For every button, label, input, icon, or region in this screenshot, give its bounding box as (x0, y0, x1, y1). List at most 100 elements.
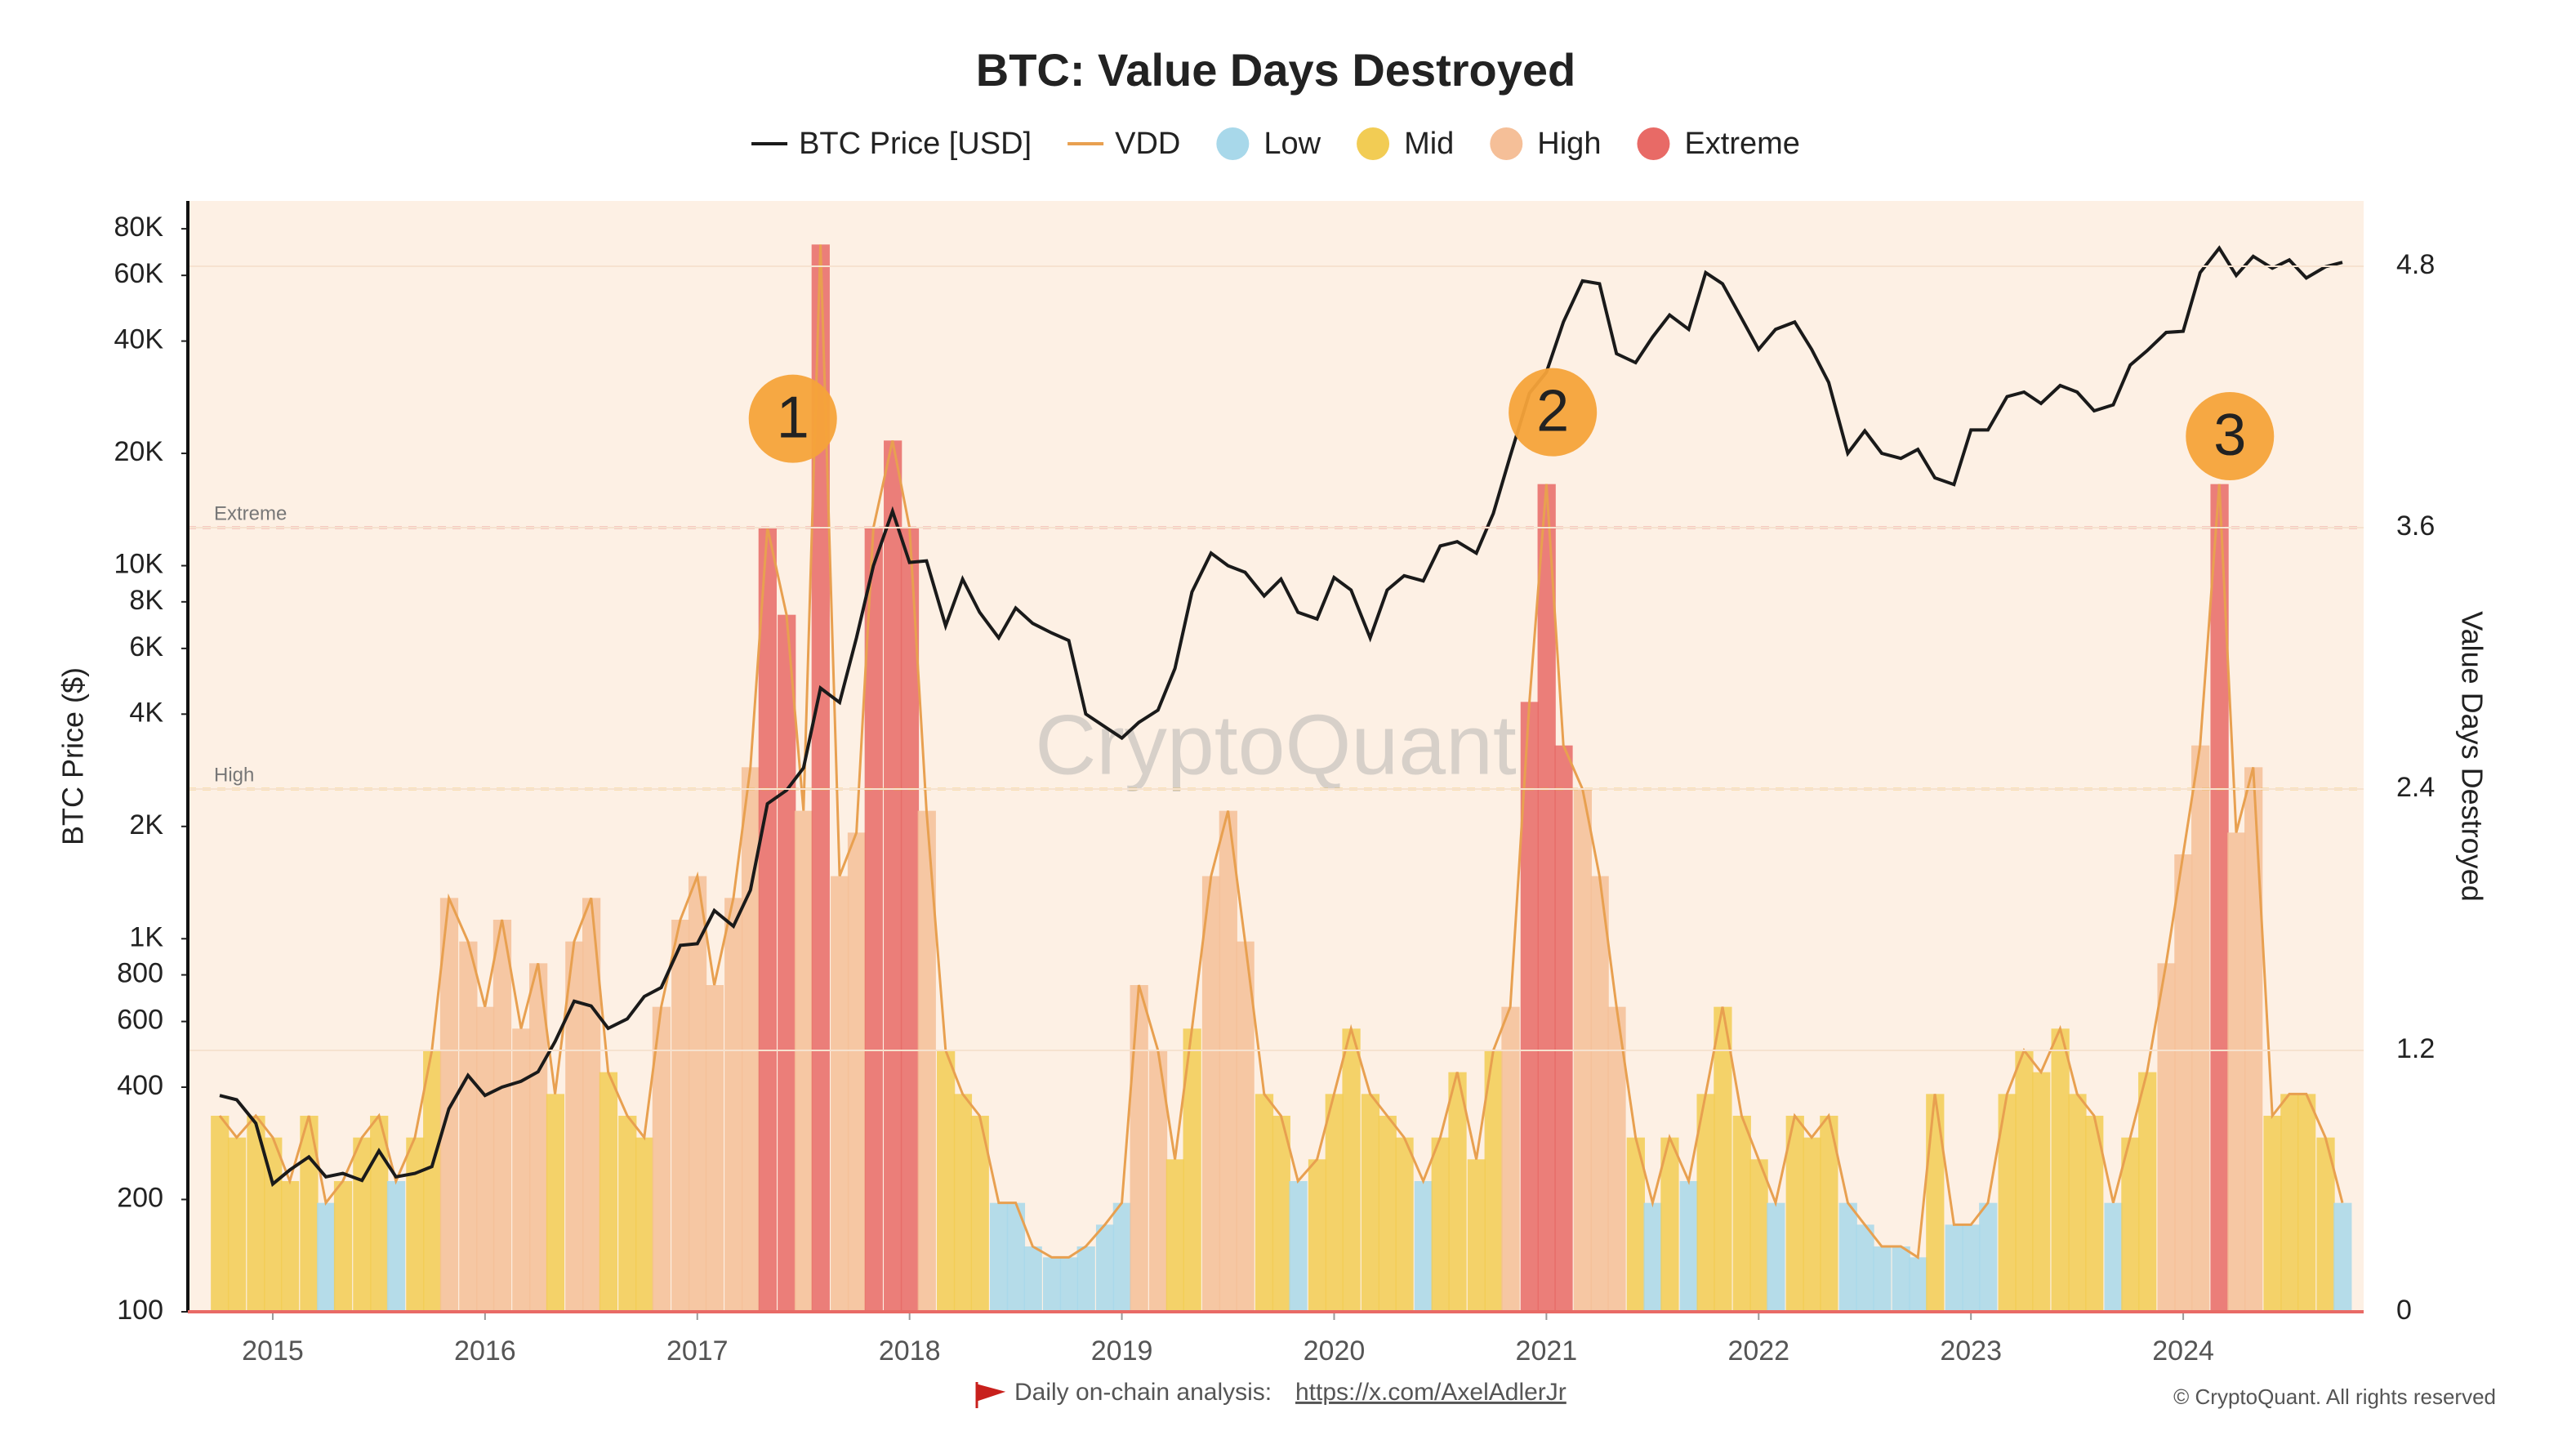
vdd-line (218, 244, 2344, 1260)
legend-label: VDD (1115, 127, 1180, 161)
x-tick-label: 2015 (242, 1335, 304, 1367)
legend: BTC Price [USD] VDD Low Mid High Extreme (751, 127, 1800, 161)
legend-label: High (1537, 127, 1601, 161)
vdd-bar (2333, 1202, 2352, 1312)
vdd-bar (512, 1028, 531, 1312)
vdd-bar (741, 767, 760, 1312)
vdd-bar (476, 1006, 495, 1312)
copyright: © CryptoQuant. All rights reserved (2173, 1384, 2496, 1409)
y-tick-label: 40K (114, 324, 164, 355)
legend-swatch (1637, 127, 1670, 160)
vdd-bar (884, 440, 902, 1313)
vdd-bar (1148, 1050, 1168, 1312)
vdd-bar (2297, 1094, 2316, 1312)
legend-label: Low (1263, 127, 1321, 161)
vdd-bar (1484, 1050, 1503, 1312)
y-tick-label: 1K (129, 921, 163, 952)
y-tick-label: 400 (117, 1070, 163, 1101)
vdd-bar (317, 1202, 336, 1312)
vdd-bar (546, 1094, 565, 1312)
vdd-bar (864, 528, 883, 1312)
y-axis-label: BTC Price ($) (56, 667, 90, 845)
y-tick-label: 20K (114, 436, 164, 467)
vdd-bar (1095, 1224, 1115, 1312)
vdd-bar (1643, 1202, 1662, 1312)
price-line (219, 245, 2343, 1188)
vdd-bar (2085, 1116, 2104, 1312)
vdd-bar (2157, 963, 2176, 1312)
vdd-bar (406, 1137, 425, 1312)
vdd-bar (618, 1116, 637, 1312)
x-tick-label: 2023 (1940, 1335, 2002, 1367)
vdd-bar (1130, 985, 1148, 1312)
y2-tick-label: 0 (2396, 1295, 2412, 1326)
vdd-bar (1201, 876, 1221, 1312)
x-tick-label: 2022 (1727, 1335, 1789, 1367)
vdd-bar (2032, 1072, 2051, 1312)
vdd-bar (1962, 1224, 1981, 1312)
legend-swatch (1357, 127, 1390, 160)
vdd-bar (353, 1137, 372, 1312)
vdd-bar (794, 810, 813, 1312)
vdd-bar (2068, 1094, 2087, 1312)
vdd-bar (1112, 1202, 1131, 1312)
vdd-bar (970, 1116, 989, 1312)
vdd-bar (1537, 484, 1556, 1312)
vdd-bar (635, 1137, 654, 1312)
vdd-bar (459, 941, 478, 1312)
vdd-bar (1785, 1116, 1804, 1312)
vdd-bar (2263, 1116, 2282, 1312)
vdd-bar (2244, 767, 2263, 1312)
vdd-bar (652, 1006, 671, 1312)
vdd-bar (1607, 1006, 1626, 1312)
vdd-bar (1414, 1181, 1433, 1312)
vdd-bar (1820, 1116, 1838, 1312)
y-tick-label: 80K (114, 212, 164, 243)
vdd-bar (2227, 832, 2246, 1312)
vdd-bar (1945, 1224, 1963, 1312)
y-tick-label: 6K (129, 631, 163, 662)
y2-tick-label: 2.4 (2396, 772, 2435, 803)
y-tick-label: 4K (129, 697, 163, 728)
footer-link[interactable]: https://x.com/AxelAdlerJr (1295, 1379, 1567, 1406)
vdd-bar (1467, 1159, 1486, 1312)
vdd-bar (811, 244, 830, 1312)
vdd-bar (2280, 1094, 2299, 1312)
vdd-bar (831, 876, 849, 1312)
vdd-bar (1272, 1116, 1290, 1312)
y-tick-label: 60K (114, 258, 164, 289)
vdd-bar (1289, 1181, 1308, 1312)
y-tick-label: 600 (117, 1005, 163, 1036)
x-tick-label: 2016 (454, 1335, 516, 1367)
vdd-bar (778, 614, 796, 1312)
footer-text: Daily on-chain analysis: (1014, 1379, 1272, 1406)
vdd-bar (1501, 1006, 1520, 1312)
chart-title: BTC: Value Days Destroyed (976, 44, 1575, 96)
vdd-bar (2138, 1072, 2157, 1312)
vdd-bar (1926, 1094, 1945, 1312)
vdd-bar (1998, 1094, 2017, 1312)
threshold-label: High (214, 764, 254, 786)
vdd-bar (1732, 1116, 1751, 1312)
vdd-bar (2104, 1202, 2123, 1312)
vdd-bar (758, 528, 777, 1312)
vdd-bar (1714, 1006, 1732, 1312)
x-tick-label: 2024 (2152, 1335, 2214, 1367)
x-tick-label: 2019 (1091, 1335, 1153, 1367)
y-tick-label: 800 (117, 958, 163, 989)
vdd-bar (333, 1181, 353, 1312)
x-tick-label: 2017 (666, 1335, 729, 1367)
vdd-bar (2210, 484, 2229, 1312)
x-tick-label: 2018 (879, 1335, 941, 1367)
vdd-bar (989, 1202, 1009, 1312)
vdd-bar (1679, 1181, 1698, 1312)
vdd-bar (1395, 1137, 1414, 1312)
vdd-bar (1749, 1159, 1768, 1312)
vdd-bar (1342, 1028, 1361, 1312)
annotation-marker (2186, 392, 2275, 480)
annotation-marker (1509, 368, 1598, 457)
y2-tick-label: 3.6 (2396, 510, 2435, 542)
vdd-bar (1803, 1137, 1821, 1312)
vdd-bar (2174, 854, 2193, 1312)
vdd-bar (724, 898, 743, 1312)
